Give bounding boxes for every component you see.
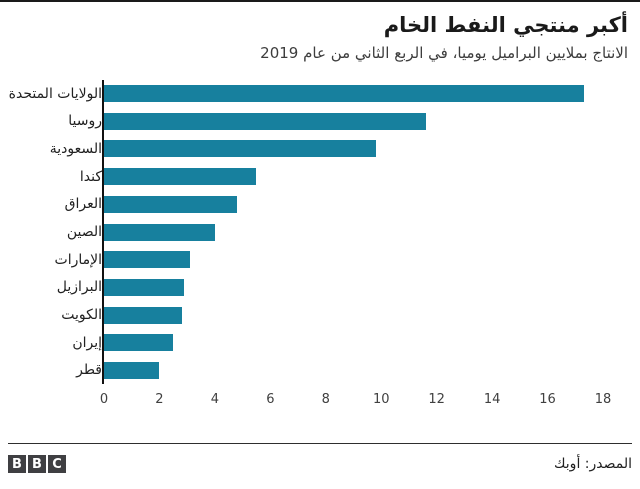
source-text: المصدر: أوبك	[553, 456, 632, 472]
bar-row	[104, 191, 603, 219]
x-axis-tick-label: 8	[321, 392, 330, 408]
category-label: السعودية	[49, 140, 102, 157]
bbc-logo-block: B	[28, 455, 46, 473]
category-labels-column: الولايات المتحدة روسيا السعودية كندا العراق ا…	[9, 80, 102, 411]
category-label: روسيا	[68, 113, 102, 130]
chart-title: أكبر منتجي النفط الخام	[383, 13, 628, 37]
x-axis-tick-label: 4	[210, 392, 220, 408]
bbc-logo-block: B	[8, 455, 26, 473]
bar-chart: الولايات المتحدة روسيا السعودية كندا العراق ا…	[9, 79, 611, 411]
bar-row	[104, 246, 603, 274]
chart-subtitle: الانتاج بملايين البراميل يوميا، في الربع…	[260, 44, 628, 63]
bar	[104, 195, 238, 213]
category-label: كندا	[79, 168, 102, 185]
bar-row	[104, 107, 603, 135]
category-label: إيران	[72, 334, 102, 351]
bbc-logo-block: C	[48, 455, 66, 473]
label-row: روسيا	[10, 107, 102, 135]
label-row: الولايات المتحدة	[9, 80, 102, 108]
bar-row	[104, 329, 603, 357]
category-label: الإمارات	[54, 251, 102, 268]
label-row: الكويت	[10, 301, 102, 329]
bar-row	[104, 218, 603, 246]
label-row: قطر	[10, 357, 102, 385]
x-axis-tick-label: 12	[428, 392, 445, 408]
bar	[104, 251, 190, 269]
label-row: كندا	[10, 163, 102, 191]
label-row: البرازيل	[10, 274, 102, 302]
chart-header: أكبر منتجي النفط الخام الانتاج بملايين ا…	[0, 2, 640, 64]
category-label: العراق	[64, 196, 102, 213]
x-axis-tick-label: 14	[483, 392, 501, 408]
bar	[104, 168, 257, 186]
bars-column	[102, 79, 603, 385]
x-axis-tick-label: 2	[155, 392, 164, 408]
bar	[104, 223, 215, 241]
bar	[104, 306, 182, 324]
category-label: قطر	[76, 362, 102, 379]
label-row: إيران	[10, 329, 102, 357]
x-axis-tick-label: 18	[594, 392, 612, 408]
category-label: البرازيل	[56, 279, 102, 296]
bar	[104, 334, 174, 352]
category-label: الكويت	[61, 307, 102, 324]
bar-row	[104, 80, 603, 108]
bar-row	[104, 357, 603, 385]
x-axis-tick-label: 6	[266, 392, 275, 408]
label-row: الصين	[10, 218, 102, 246]
bar	[104, 140, 376, 158]
bar	[104, 112, 426, 130]
plot-area: 0 2 4 6 8 10 12 14 16 18	[100, 79, 611, 411]
x-axis-tick-label: 10	[372, 392, 390, 408]
label-row: العراق	[10, 191, 102, 219]
bar	[104, 278, 185, 296]
x-axis-tick-label: 16	[539, 392, 556, 408]
bar-row	[104, 301, 603, 329]
bar-row	[104, 274, 603, 302]
bar	[104, 85, 584, 103]
x-axis-tick-label: 0	[99, 392, 109, 408]
bar	[104, 361, 160, 379]
bar-row	[104, 135, 603, 163]
category-label: الولايات المتحدة	[8, 85, 102, 102]
label-row: السعودية	[10, 135, 102, 163]
bar-row	[104, 163, 603, 191]
label-row: الإمارات	[10, 246, 102, 274]
category-label: الصين	[66, 224, 102, 241]
x-axis: 0 2 4 6 8 10 12 14 16 18	[100, 384, 611, 410]
